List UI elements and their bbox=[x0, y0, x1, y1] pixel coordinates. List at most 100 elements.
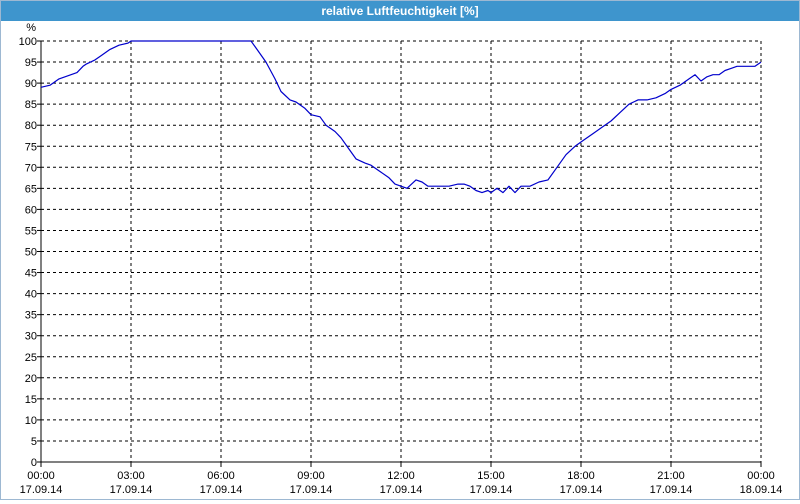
data-point bbox=[427, 186, 428, 187]
data-point bbox=[619, 112, 620, 113]
data-point bbox=[355, 158, 356, 159]
y-tick-label: 65 bbox=[25, 183, 37, 195]
data-point bbox=[655, 97, 656, 98]
data-point bbox=[481, 192, 482, 193]
data-point bbox=[457, 184, 458, 185]
data-point bbox=[760, 62, 761, 63]
data-point bbox=[592, 133, 593, 134]
x-tick-time-label: 09:00 bbox=[297, 470, 325, 482]
y-axis-label: % bbox=[26, 22, 36, 34]
data-point bbox=[679, 85, 680, 86]
data-point bbox=[136, 40, 137, 41]
data-point bbox=[670, 89, 671, 90]
data-point bbox=[58, 78, 59, 79]
chart-title: relative Luftfeuchtigkeit [%] bbox=[1, 1, 799, 21]
data-point bbox=[421, 181, 422, 182]
data-point bbox=[70, 74, 71, 75]
data-point bbox=[574, 146, 575, 147]
data-point bbox=[538, 181, 539, 182]
y-tick-label: 75 bbox=[25, 141, 37, 153]
data-point bbox=[127, 43, 128, 44]
y-tick-label: 95 bbox=[25, 57, 37, 69]
x-tick-time-label: 03:00 bbox=[117, 470, 145, 482]
data-point bbox=[583, 139, 584, 140]
series-line-humidity bbox=[40, 40, 762, 194]
data-point bbox=[94, 59, 95, 60]
x-tick-date-label: 17.09.14 bbox=[20, 484, 63, 496]
y-tick-label: 90 bbox=[25, 78, 37, 90]
data-point bbox=[637, 99, 638, 100]
data-point bbox=[514, 192, 515, 193]
data-point bbox=[565, 154, 566, 155]
x-tick-time-label: 21:00 bbox=[657, 470, 685, 482]
y-tick-label: 35 bbox=[25, 310, 37, 322]
data-point bbox=[628, 104, 629, 105]
data-point bbox=[109, 49, 110, 50]
data-point bbox=[730, 68, 731, 69]
humidity-chart: 0 5 10 15 20 25 30 35 40 45 50 55 60 65 70 75 80 85 90 95 10… bbox=[19, 22, 783, 496]
data-point bbox=[646, 99, 647, 100]
y-tick-label: 0 bbox=[31, 457, 37, 469]
data-point bbox=[547, 179, 548, 180]
data-point bbox=[310, 114, 311, 115]
data-point bbox=[295, 101, 296, 102]
data-point bbox=[688, 78, 689, 79]
data-point bbox=[325, 125, 326, 126]
x-tick-time-label: 15:00 bbox=[477, 470, 505, 482]
data-point bbox=[364, 163, 365, 164]
data-point bbox=[520, 186, 521, 187]
data-point bbox=[448, 186, 449, 187]
data-point bbox=[319, 116, 320, 117]
data-point bbox=[487, 190, 488, 191]
data-point bbox=[490, 192, 491, 193]
y-tick-label: 80 bbox=[25, 120, 37, 132]
y-tick-label: 25 bbox=[25, 352, 37, 364]
y-tick-label: 55 bbox=[25, 225, 37, 237]
x-tick-time-label: 00:00 bbox=[747, 470, 775, 482]
y-tick-label: 60 bbox=[25, 204, 37, 216]
data-point bbox=[394, 184, 395, 185]
data-point bbox=[256, 49, 257, 50]
y-tick-label: 85 bbox=[25, 99, 37, 111]
y-tick-label: 15 bbox=[25, 394, 37, 406]
data-point bbox=[400, 186, 401, 187]
x-tick-date-label: 17.09.14 bbox=[110, 484, 153, 496]
data-point bbox=[340, 137, 341, 138]
y-tick-label: 5 bbox=[31, 436, 37, 448]
data-point bbox=[406, 188, 407, 189]
data-point bbox=[289, 99, 290, 100]
y-tick-label: 40 bbox=[25, 289, 37, 301]
plot-area: 0 5 10 15 20 25 30 35 40 45 50 55 60 65 70 75 80 85 90 95 10… bbox=[1, 22, 799, 499]
data-point bbox=[469, 186, 470, 187]
data-point bbox=[274, 78, 275, 79]
x-tick-time-label: 12:00 bbox=[387, 470, 415, 482]
data-point bbox=[463, 184, 464, 185]
data-point bbox=[529, 186, 530, 187]
data-point bbox=[415, 179, 416, 180]
data-point bbox=[250, 40, 251, 41]
x-tick-date-label: 18.09.14 bbox=[740, 484, 783, 496]
data-point bbox=[85, 64, 86, 65]
data-point bbox=[724, 70, 725, 71]
data-point bbox=[388, 177, 389, 178]
data-point bbox=[265, 62, 266, 63]
data-point bbox=[694, 74, 695, 75]
x-tick-date-label: 17.09.14 bbox=[650, 484, 693, 496]
data-point bbox=[130, 40, 131, 41]
data-point bbox=[379, 171, 380, 172]
data-point bbox=[280, 91, 281, 92]
x-tick-time-label: 06:00 bbox=[207, 470, 235, 482]
data-point bbox=[100, 55, 101, 56]
y-tick-label: 10 bbox=[25, 415, 37, 427]
data-point bbox=[349, 150, 350, 151]
data-point bbox=[64, 76, 65, 77]
data-point bbox=[76, 72, 77, 73]
data-point bbox=[700, 80, 701, 81]
x-tick-date-label: 17.09.14 bbox=[380, 484, 423, 496]
data-point bbox=[664, 93, 665, 94]
data-point bbox=[502, 192, 503, 193]
x-tick-date-label: 17.09.14 bbox=[470, 484, 513, 496]
data-point bbox=[40, 87, 41, 88]
y-tick-label: 45 bbox=[25, 268, 37, 280]
